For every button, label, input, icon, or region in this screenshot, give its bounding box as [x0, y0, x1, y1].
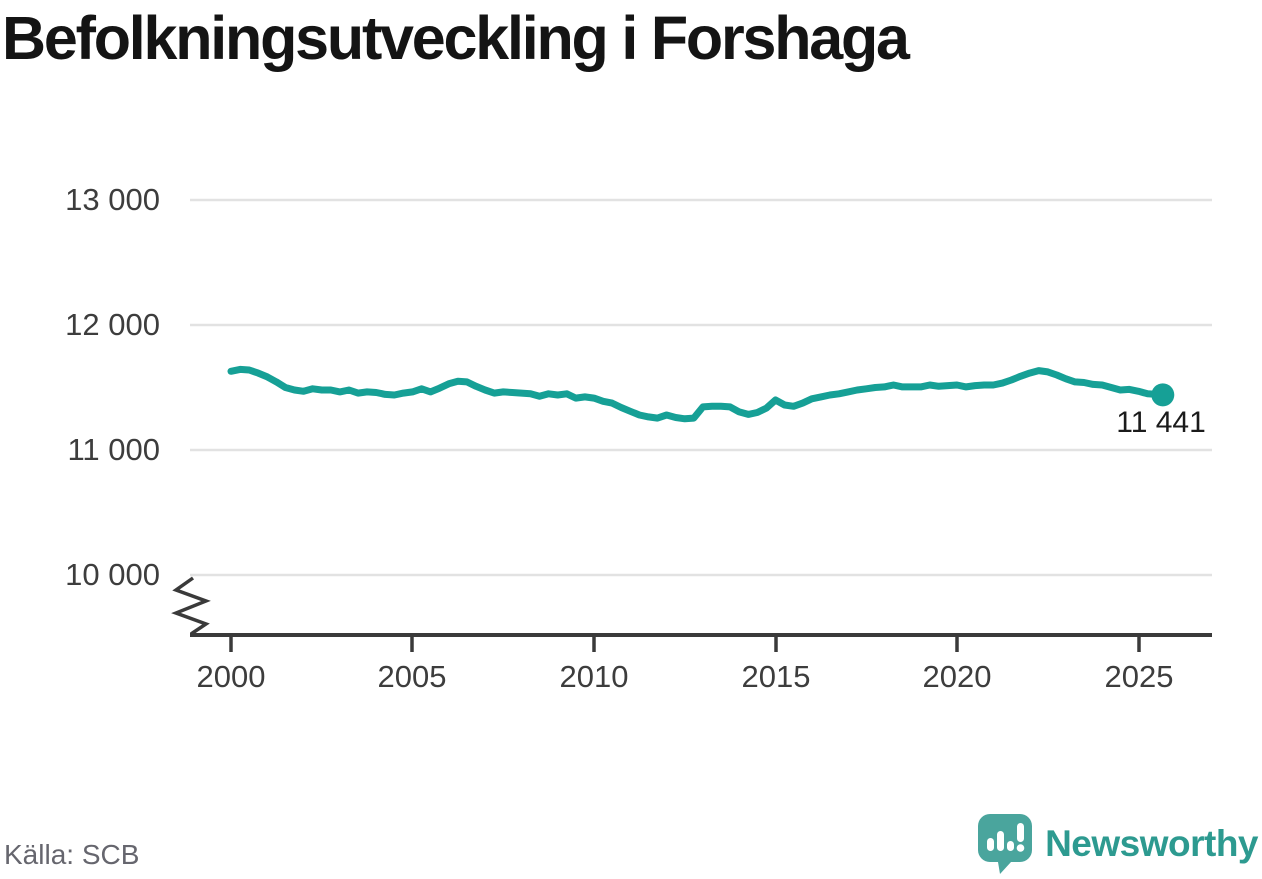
y-axis-tick-label: 13 000 [65, 182, 160, 217]
newsworthy-wordmark: Newsworthy [1045, 823, 1258, 864]
x-axis-tick-label: 2020 [922, 659, 992, 694]
axis-break-icon [171, 576, 211, 636]
x-axis-ticks [229, 635, 1141, 652]
gridlines [190, 198, 1212, 577]
y-axis-tick-label: 12 000 [65, 307, 160, 342]
source-label: Källa: SCB [4, 839, 140, 870]
x-axis-tick-label: 2010 [559, 659, 629, 694]
y-axis-tick-label: 11 000 [67, 432, 160, 467]
exclamation-glyph [1016, 823, 1025, 852]
newsworthy-logo-icon [978, 814, 1033, 874]
bar-chart-glyph [987, 831, 1015, 851]
end-point-dot [1151, 383, 1175, 407]
x-axis-tick-label: 2000 [196, 659, 266, 694]
x-axis-tick-label: 2015 [741, 659, 811, 694]
y-axis-tick-label: 10 000 [65, 557, 160, 592]
speech-bubble-shape [978, 814, 1033, 874]
x-axis-tick-label: 2005 [377, 659, 447, 694]
x-axis-tick-label: 2025 [1104, 659, 1174, 694]
end-value-label: 11 441 [1116, 406, 1206, 439]
page-title: Befolkningsutveckling i Forshaga [2, 4, 910, 72]
newsworthy-logo: Newsworthy [977, 813, 1258, 875]
population-line [227, 365, 1167, 423]
